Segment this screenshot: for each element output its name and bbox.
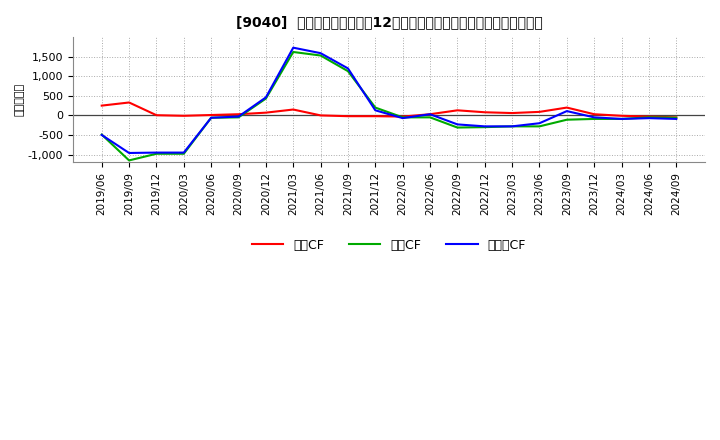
営業CF — [261, 110, 270, 115]
フリーCF — [426, 112, 434, 117]
投資CF — [590, 116, 598, 121]
投資CF — [508, 124, 516, 129]
フリーCF — [179, 150, 188, 155]
フリーCF — [453, 122, 462, 127]
投資CF — [152, 151, 161, 156]
フリーCF — [672, 116, 680, 121]
営業CF — [289, 107, 297, 112]
投資CF — [644, 115, 653, 120]
投資CF — [672, 115, 680, 121]
営業CF — [152, 113, 161, 118]
フリーCF — [617, 116, 626, 121]
投資CF — [453, 125, 462, 130]
営業CF — [97, 103, 106, 108]
投資CF — [398, 115, 407, 120]
営業CF — [644, 114, 653, 119]
営業CF — [480, 110, 489, 115]
営業CF — [590, 112, 598, 117]
Line: 営業CF: 営業CF — [102, 103, 676, 117]
フリーCF — [562, 108, 571, 114]
投資CF — [535, 124, 544, 129]
営業CF — [207, 112, 215, 117]
投資CF — [261, 96, 270, 101]
投資CF — [97, 132, 106, 137]
Legend: 営業CF, 投資CF, フリーCF: 営業CF, 投資CF, フリーCF — [247, 234, 531, 257]
フリーCF — [480, 124, 489, 129]
営業CF — [562, 105, 571, 110]
投資CF — [125, 158, 133, 163]
営業CF — [316, 113, 325, 118]
営業CF — [398, 114, 407, 119]
営業CF — [234, 112, 243, 117]
フリーCF — [535, 121, 544, 126]
フリーCF — [371, 108, 379, 113]
営業CF — [508, 110, 516, 116]
営業CF — [672, 115, 680, 120]
フリーCF — [343, 66, 352, 71]
フリーCF — [590, 115, 598, 120]
フリーCF — [289, 45, 297, 50]
投資CF — [371, 105, 379, 110]
投資CF — [289, 49, 297, 55]
投資CF — [179, 151, 188, 156]
Title: [9040]  キャッシュフローの12か月移動合計の対前年同期増減額の推移: [9040] キャッシュフローの12か月移動合計の対前年同期増減額の推移 — [235, 15, 542, 29]
Y-axis label: （百万円）: （百万円） — [15, 83, 25, 116]
投資CF — [316, 53, 325, 58]
フリーCF — [97, 132, 106, 138]
フリーCF — [508, 124, 516, 129]
営業CF — [179, 113, 188, 118]
投資CF — [234, 115, 243, 120]
フリーCF — [316, 51, 325, 56]
投資CF — [480, 125, 489, 130]
フリーCF — [234, 114, 243, 119]
営業CF — [125, 100, 133, 105]
Line: 投資CF: 投資CF — [102, 52, 676, 161]
Line: フリーCF: フリーCF — [102, 48, 676, 153]
投資CF — [426, 115, 434, 120]
投資CF — [617, 116, 626, 121]
フリーCF — [207, 115, 215, 121]
営業CF — [371, 114, 379, 119]
投資CF — [562, 117, 571, 122]
営業CF — [453, 108, 462, 113]
営業CF — [535, 109, 544, 114]
フリーCF — [644, 116, 653, 121]
営業CF — [426, 112, 434, 117]
フリーCF — [261, 95, 270, 100]
フリーCF — [125, 150, 133, 156]
フリーCF — [398, 116, 407, 121]
フリーCF — [152, 150, 161, 155]
営業CF — [343, 114, 352, 119]
投資CF — [343, 69, 352, 74]
投資CF — [207, 115, 215, 121]
営業CF — [617, 113, 626, 118]
